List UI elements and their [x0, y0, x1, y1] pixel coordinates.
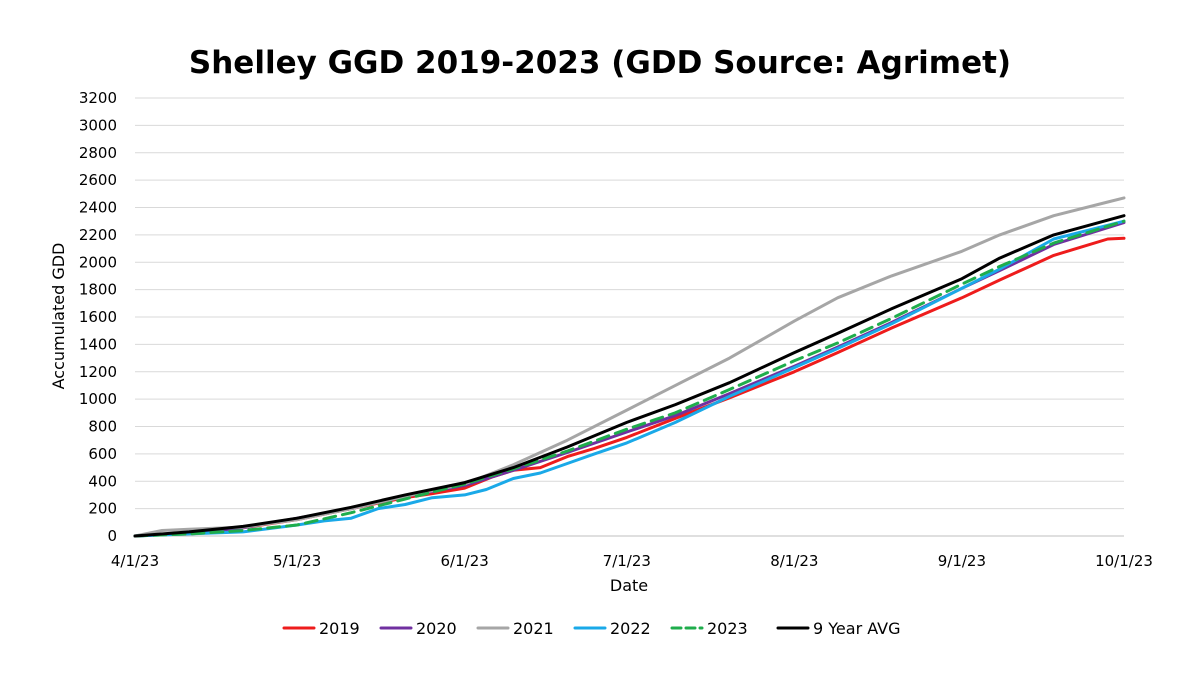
y-tick-label: 3200: [79, 89, 117, 107]
y-tick-label: 2600: [79, 171, 117, 189]
y-tick-label: 1400: [79, 335, 117, 353]
y-tick-label: 2200: [79, 226, 117, 244]
y-tick-label: 2000: [79, 253, 117, 271]
y-tick-label: 0: [107, 527, 117, 545]
y-axis-ticks: 0 200 400 600 800 1000 1200 1400 1600 1800 2000 220…: [79, 89, 117, 545]
y-axis-label: Accumulated GDD: [49, 243, 68, 390]
x-tick-label: 6/1/23: [441, 552, 489, 570]
legend-label: 2021: [513, 619, 554, 638]
series-line-2023: [133, 219, 1126, 538]
y-tick-label: 1600: [79, 308, 117, 326]
legend: 2019 2020 2021 2022 2023 9 Year AVG: [282, 619, 901, 638]
x-tick-label: 7/1/23: [603, 552, 651, 570]
gridlines: [135, 97, 1124, 510]
y-tick-label: 2800: [79, 144, 117, 162]
chart-title: Shelley GGD 2019-2023 (GDD Source: Agrim…: [189, 45, 1011, 81]
legend-label: 2020: [416, 619, 457, 638]
x-tick-label: 5/1/23: [273, 552, 321, 570]
y-tick-label: 200: [88, 500, 117, 518]
x-tick-label: 8/1/23: [770, 552, 818, 570]
y-tick-label: 1000: [79, 390, 117, 408]
series-lines: [133, 196, 1126, 538]
x-axis-label: Date: [610, 576, 648, 595]
series-line-2022: [133, 219, 1126, 538]
legend-label: 9 Year AVG: [813, 619, 901, 638]
y-tick-label: 800: [88, 418, 117, 436]
y-tick-label: 1800: [79, 281, 117, 299]
legend-label: 2022: [610, 619, 651, 638]
x-tick-label: 10/1/23: [1095, 552, 1153, 570]
y-tick-label: 600: [88, 445, 117, 463]
y-tick-label: 2400: [79, 199, 117, 217]
y-tick-label: 1200: [79, 363, 117, 381]
x-tick-label: 9/1/23: [938, 552, 986, 570]
series-line-9-year-avg: [133, 214, 1126, 538]
x-axis-ticks: 4/1/23 5/1/23 6/1/23 7/1/23 8/1/23 9/1/23 10/1…: [111, 552, 1153, 570]
series-line-2021: [133, 196, 1126, 538]
x-tick-label: 4/1/23: [111, 552, 159, 570]
legend-label: 2019: [319, 619, 360, 638]
legend-label: 2023: [707, 619, 748, 638]
y-tick-label: 400: [88, 472, 117, 490]
y-tick-label: 3000: [79, 116, 117, 134]
